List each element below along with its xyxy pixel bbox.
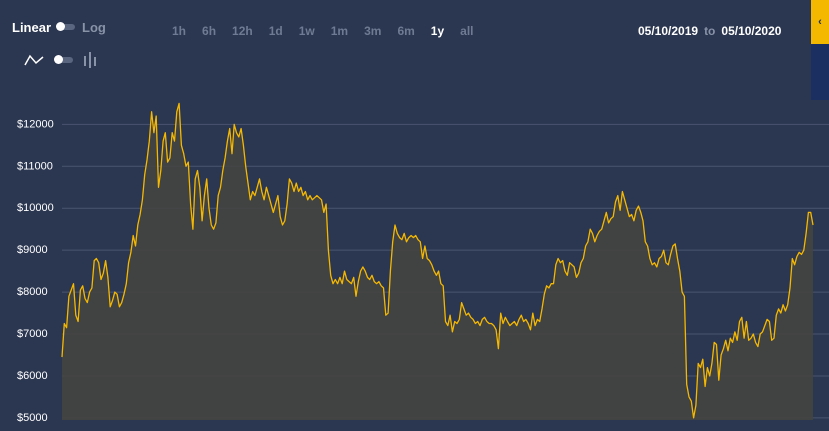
range-1m[interactable]: 1m <box>330 24 349 38</box>
y-tick-label: $5000 <box>17 412 48 424</box>
line-chart-icon[interactable] <box>24 53 44 67</box>
y-tick-label: $12000 <box>17 118 54 130</box>
log-label[interactable]: Log <box>82 19 106 35</box>
price-area <box>62 103 813 421</box>
y-tick-label: $7000 <box>17 328 48 340</box>
y-tick-label: $11000 <box>17 160 53 172</box>
range-1h[interactable]: 1h <box>172 24 187 38</box>
y-tick-label: $10000 <box>17 202 54 214</box>
range-1w[interactable]: 1w <box>298 24 315 38</box>
linear-label[interactable]: Linear <box>12 19 52 35</box>
range-6m[interactable]: 6m <box>397 24 415 38</box>
bar-chart-icon[interactable] <box>83 52 97 68</box>
chart-type-switch[interactable] <box>54 55 73 64</box>
switch-knob <box>54 55 63 64</box>
chart-type-toggle[interactable] <box>24 50 97 70</box>
range-all[interactable]: all <box>460 24 474 38</box>
y-tick-label: $6000 <box>17 370 48 382</box>
y-tick-label: $8000 <box>17 286 48 298</box>
date-to[interactable]: 05/10/2020 <box>721 24 782 38</box>
range-3m[interactable]: 3m <box>364 24 382 38</box>
scale-switch[interactable] <box>56 22 76 31</box>
date-from[interactable]: 05/10/2019 <box>638 24 699 38</box>
scale-toggle[interactable]: Linear Log <box>12 19 106 35</box>
range-1y[interactable]: 1y <box>430 24 445 38</box>
price-line <box>61 102 814 419</box>
side-panel: ‹ <box>811 0 829 100</box>
range-12h[interactable]: 12h <box>232 24 253 38</box>
side-panel-toggle[interactable]: ‹ <box>811 0 829 44</box>
date-range: 05/10/2019 to 05/10/2020 <box>638 24 781 38</box>
date-to-word: to <box>704 24 716 38</box>
switch-knob <box>56 22 66 31</box>
range-1d[interactable]: 1d <box>268 24 283 38</box>
time-range-selector: 1h 6h 12h 1d 1w 1m 3m 6m 1y all <box>172 24 489 38</box>
y-tick-label: $9000 <box>17 244 48 256</box>
range-6h[interactable]: 6h <box>202 24 217 38</box>
